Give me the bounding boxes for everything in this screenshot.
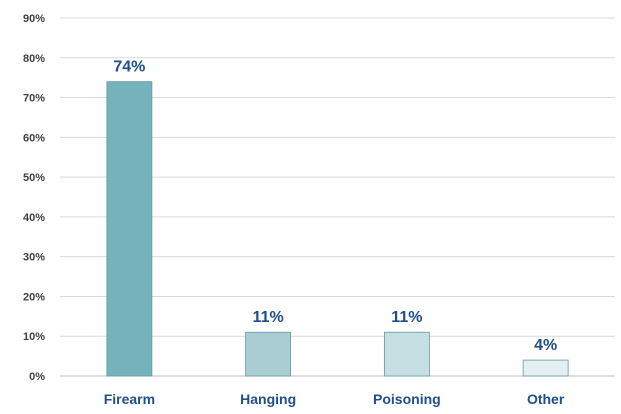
y-tick-label: 20% bbox=[23, 291, 45, 303]
gridlines bbox=[60, 17, 615, 377]
y-axis: 0% 10% 20% 30% 40% 50% 60% 70% 80% 90% bbox=[23, 13, 45, 383]
x-tick-label-hanging: Hanging bbox=[240, 391, 296, 407]
y-tick-label: 0% bbox=[29, 371, 45, 383]
data-label-hanging: 11% bbox=[253, 309, 284, 326]
x-tick-label-poisoning: Poisoning bbox=[373, 391, 441, 407]
bar-other bbox=[522, 359, 569, 377]
y-tick-label: 90% bbox=[23, 13, 45, 25]
y-tick-label: 80% bbox=[23, 53, 45, 65]
y-tick-label: 70% bbox=[23, 93, 45, 105]
data-label-poisoning: 11% bbox=[391, 309, 422, 326]
x-tick-label-firearm: Firearm bbox=[104, 391, 155, 407]
y-tick-label: 10% bbox=[23, 331, 45, 343]
y-tick-label: 30% bbox=[23, 252, 45, 264]
y-tick-label: 50% bbox=[23, 172, 45, 184]
bar-firearm bbox=[106, 81, 153, 377]
data-label-firearm: 74% bbox=[113, 59, 145, 76]
x-axis: Firearm Hanging Poisoning Other bbox=[104, 391, 565, 407]
data-labels: 74% 11% 11% 4% bbox=[113, 59, 557, 354]
bar-hanging bbox=[245, 331, 292, 377]
data-label-other: 4% bbox=[534, 337, 557, 354]
bar-poisoning bbox=[383, 331, 430, 377]
x-tick-label-other: Other bbox=[527, 391, 565, 407]
y-tick-label: 60% bbox=[23, 132, 45, 144]
y-tick-label: 40% bbox=[23, 212, 45, 224]
bars bbox=[106, 81, 569, 377]
